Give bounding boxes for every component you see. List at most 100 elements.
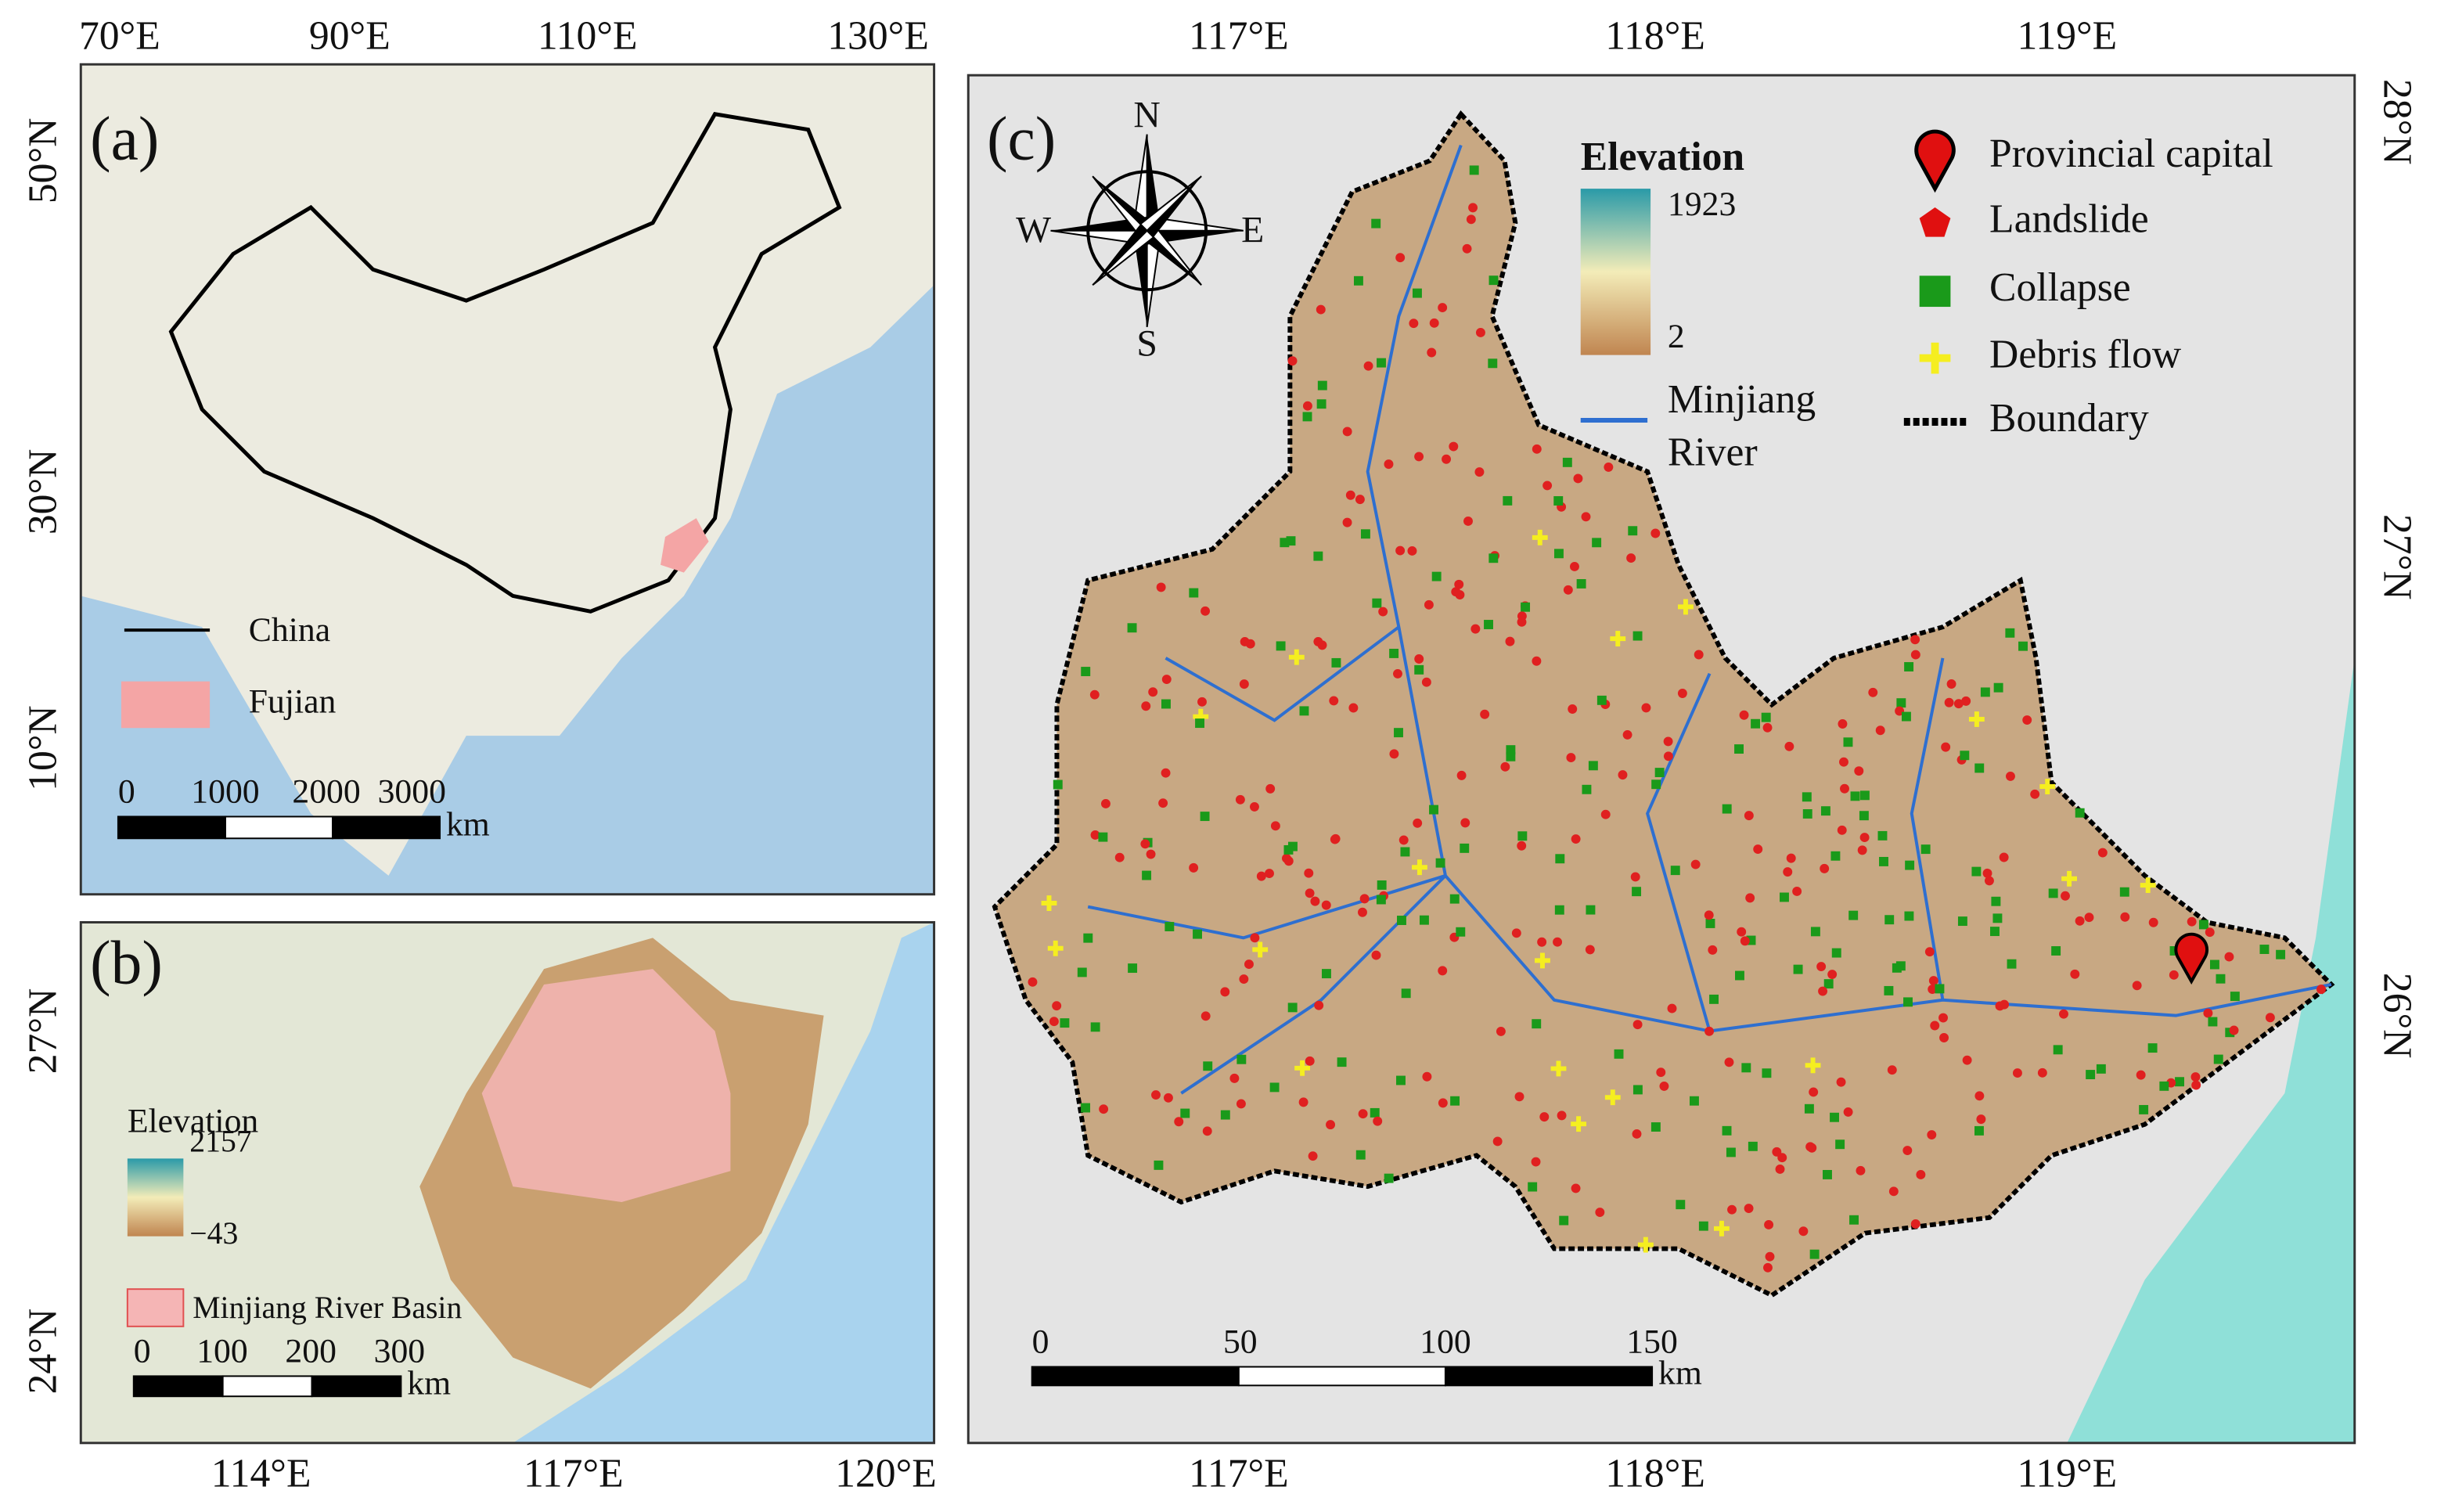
- landslide-point: [1099, 1104, 1109, 1114]
- landslide-point: [1930, 1021, 1940, 1031]
- legend-swatch: [121, 681, 211, 729]
- landslide-point: [1314, 1000, 1324, 1010]
- collapse-point: [1761, 712, 1771, 722]
- debris-point: [1252, 941, 1269, 958]
- x-tick-label: 117°E: [1189, 13, 1289, 58]
- collapse-point: [1414, 664, 1424, 675]
- collapse-point: [1200, 812, 1210, 822]
- landslide-point: [1854, 766, 1864, 776]
- collapse-point: [1331, 657, 1341, 668]
- landslide-point: [1663, 736, 1673, 747]
- compass-point: [1147, 230, 1244, 245]
- x-tick-label: 117°E: [1189, 1451, 1289, 1496]
- debris-point: [1968, 711, 1985, 727]
- landslide-point: [1305, 1056, 1315, 1066]
- landslide-point: [1201, 606, 1211, 616]
- scale-unit: km: [446, 805, 490, 843]
- landslide-point: [2136, 1070, 2146, 1080]
- landslide-point: [1329, 696, 1339, 706]
- landslide-point: [1839, 757, 1848, 767]
- collapse-point: [1734, 744, 1744, 754]
- debris-point: [2061, 870, 2078, 887]
- x-tick-label: 70°E: [79, 13, 160, 58]
- landslide-point: [1363, 361, 1373, 371]
- debris-point: [1532, 529, 1548, 545]
- landslide-point: [1604, 462, 1614, 472]
- collapse-point: [1722, 1125, 1732, 1136]
- panel-c-map: [968, 75, 2355, 1443]
- collapse-point: [1802, 808, 1812, 819]
- landslide-point: [1763, 1262, 1773, 1273]
- landslide-point: [1456, 770, 1467, 780]
- collapse-point: [1400, 847, 1410, 857]
- collapse-point: [1389, 648, 1399, 658]
- collapse-point: [1809, 1249, 1820, 1259]
- collapse-point: [1654, 768, 1665, 778]
- collapse-point: [1650, 1122, 1661, 1132]
- landslide-point: [1373, 1116, 1383, 1126]
- landslide-point: [1976, 1114, 1986, 1125]
- collapse-point: [1780, 892, 1789, 902]
- collapse-point: [1165, 922, 1175, 931]
- collapse-point: [1090, 1022, 1100, 1032]
- landslide-point: [1500, 761, 1510, 772]
- landslide-point: [1837, 825, 1847, 835]
- collapse-point: [1488, 275, 1499, 286]
- collapse-point: [1576, 578, 1586, 589]
- landslide-point: [1984, 876, 1994, 886]
- landslide-point: [1777, 1153, 1787, 1163]
- landslide-point: [1475, 327, 1485, 337]
- legend-label: Landslide: [1989, 197, 2149, 242]
- landslide-point: [1820, 863, 1830, 873]
- debris-point: [1412, 859, 1427, 876]
- collapse-point: [1831, 948, 1841, 958]
- river: [1910, 657, 1945, 1001]
- elevation-max: 2157: [189, 1125, 251, 1159]
- landslide-point: [1816, 962, 1827, 972]
- landslide-point: [1827, 970, 1838, 980]
- debris-point: [1535, 952, 1550, 969]
- landslide-point: [1916, 1169, 1926, 1179]
- collapse-point: [1484, 620, 1493, 629]
- landslide-point: [1537, 937, 1547, 947]
- scale-label: 150: [1626, 1323, 1678, 1361]
- landslide-point: [1902, 1146, 1913, 1156]
- panel-label: (b): [90, 928, 163, 997]
- collapse-point: [2053, 1045, 2063, 1055]
- collapse-point: [1553, 549, 1564, 559]
- landslide-point: [1818, 986, 1828, 996]
- landslide-point: [1999, 852, 2009, 862]
- y-tick-label: 24°N: [20, 1309, 65, 1395]
- collapse-point: [2007, 959, 2017, 969]
- debris-point: [1604, 1089, 1621, 1106]
- debris-point: [1713, 1220, 1730, 1237]
- river: [1366, 144, 2332, 1033]
- landslide-point: [1424, 599, 1434, 610]
- collapse-point: [2119, 887, 2129, 897]
- collapse-point: [1850, 791, 1860, 801]
- collapse-point: [1830, 1112, 1839, 1122]
- landslide-point: [1163, 1093, 1173, 1103]
- scale-label: 200: [285, 1333, 337, 1370]
- landslide-point: [1407, 546, 1417, 556]
- collapse-point: [1532, 1019, 1542, 1029]
- debris-point: [1805, 1057, 1821, 1074]
- sea: [513, 922, 934, 1443]
- landslide-point: [1765, 1251, 1775, 1262]
- collapse-point: [1990, 927, 2000, 937]
- legend-label: Collapse: [1989, 265, 2131, 310]
- collapse-point: [1628, 526, 1638, 536]
- scale-segment: [1237, 1366, 1446, 1387]
- collapse-point: [1081, 667, 1091, 676]
- collapse-point: [2213, 1054, 2223, 1064]
- china-outline: [168, 112, 842, 614]
- landslide-point: [1389, 749, 1399, 759]
- collapse-point: [2005, 628, 2015, 638]
- elevation-min: 2: [1668, 318, 1685, 355]
- landslide-point: [1470, 624, 1481, 634]
- landslide-point: [1887, 1065, 1897, 1075]
- collapse-point: [1554, 905, 1564, 915]
- landslide-point: [1531, 1157, 1541, 1167]
- landslide-point: [1140, 839, 1150, 849]
- landslide-point: [1052, 1001, 1062, 1011]
